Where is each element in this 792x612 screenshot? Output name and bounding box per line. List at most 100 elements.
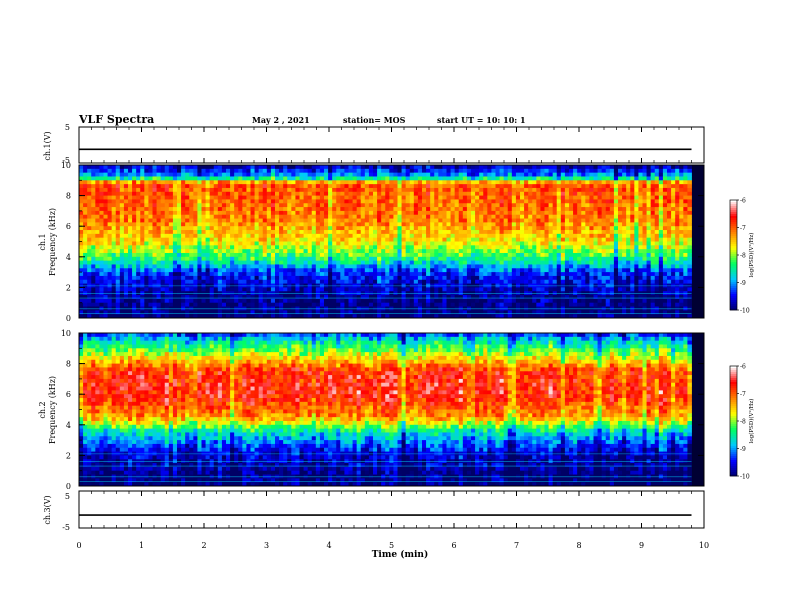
spectrogram-cell xyxy=(193,314,198,319)
spectrogram-cell xyxy=(168,302,174,307)
spectrogram-cell xyxy=(511,165,517,170)
spectrogram-cell xyxy=(177,176,182,181)
spectrogram-cell xyxy=(524,287,529,292)
spectrogram-cell xyxy=(315,279,321,284)
spectrogram-cell xyxy=(238,165,243,170)
spectrogram-cell xyxy=(413,203,419,208)
spectrogram-cell xyxy=(573,222,578,227)
spectrogram-cell xyxy=(393,237,398,242)
spectrogram-cell xyxy=(381,264,386,269)
spectrogram-cell xyxy=(213,264,219,269)
spectrogram-cell xyxy=(91,260,96,265)
spectrogram-cell xyxy=(193,168,198,174)
spectrogram-cell xyxy=(311,298,317,304)
spectrogram-cell xyxy=(254,249,260,254)
spectrogram-cell xyxy=(279,268,284,273)
spectrogram-cell xyxy=(569,279,574,284)
spectrogram-cell xyxy=(303,256,309,262)
spectrogram-cell xyxy=(132,272,137,277)
spectrogram-cell xyxy=(520,195,525,200)
spectrogram-cell xyxy=(438,218,443,223)
spectrogram-cell xyxy=(156,226,162,231)
spectrogram-cell xyxy=(450,168,456,174)
spectrogram-cell xyxy=(303,260,309,265)
spectrogram-cell xyxy=(266,264,272,269)
spectrogram-cell xyxy=(262,298,268,304)
spectrogram-cell xyxy=(185,172,190,177)
spectrogram-cell xyxy=(348,268,353,273)
spectrogram-cell xyxy=(266,168,272,174)
spectrogram-cell xyxy=(466,226,472,231)
spectrogram-cell xyxy=(544,180,549,185)
spectrogram-cell xyxy=(393,207,398,212)
spectrogram-cell xyxy=(115,195,121,200)
spectrogram-cell xyxy=(201,168,206,174)
spectrogram-cell xyxy=(226,279,231,284)
spectrogram-cell xyxy=(295,275,300,281)
spectrogram-cell xyxy=(111,199,117,204)
spectrogram-cell xyxy=(181,260,186,265)
spectrogram-cell xyxy=(299,260,304,265)
spectrogram-cell xyxy=(528,279,533,284)
spectrogram-cell xyxy=(160,172,166,177)
spectrogram-cell xyxy=(397,264,402,269)
spectrogram-cell xyxy=(511,272,517,277)
spectrogram-cell xyxy=(266,249,272,254)
spectrogram-cell xyxy=(238,298,243,304)
spectrogram-cell xyxy=(503,172,509,177)
spectrogram-cell xyxy=(307,298,313,304)
spectrogram-cell xyxy=(564,180,570,185)
spectrogram-cell xyxy=(524,210,529,216)
spectrogram-cell xyxy=(515,237,521,242)
spectrogram-cell xyxy=(238,210,243,216)
spectrogram-cell xyxy=(262,237,268,242)
spectrogram-cell xyxy=(340,295,345,300)
spectrogram-cell xyxy=(128,245,133,250)
spectrogram-cell xyxy=(79,199,84,204)
spectrogram-cell xyxy=(532,176,537,181)
spectrogram-cell xyxy=(471,191,476,197)
spectrogram-cell xyxy=(450,279,456,284)
spectrogram-cell xyxy=(95,199,100,204)
spectrogram-cell xyxy=(507,203,513,208)
spectrogram-cell xyxy=(569,295,574,300)
spectrogram-cell xyxy=(148,310,153,315)
spectrogram-cell xyxy=(344,272,349,277)
spectrogram-cell xyxy=(564,237,570,242)
spectrogram-cell xyxy=(221,252,227,258)
spectrogram-cell xyxy=(123,233,129,239)
spectrogram-cell xyxy=(548,302,554,307)
spectrogram-cell xyxy=(115,268,121,273)
spectrogram-cell xyxy=(336,214,341,219)
spectrogram-cell xyxy=(560,233,566,239)
spectrogram-cell xyxy=(319,226,325,231)
spectrogram-cell xyxy=(438,191,443,197)
spectrogram-cell xyxy=(201,279,206,284)
spectrogram-cell xyxy=(299,237,304,242)
spectrogram-cell xyxy=(560,191,566,197)
spectrogram-cell xyxy=(221,191,227,197)
spectrogram-cell xyxy=(123,207,129,212)
spectrogram-cell xyxy=(377,165,382,170)
spectrogram-cell xyxy=(144,314,149,319)
spectrogram-cell xyxy=(569,310,574,315)
spectrogram-cell xyxy=(250,207,255,212)
spectrogram-cell xyxy=(479,252,484,258)
spectrogram-cell xyxy=(209,203,215,208)
spectrogram-cell xyxy=(528,252,533,258)
spectrogram-cell xyxy=(83,298,88,304)
spectrogram-cell xyxy=(348,187,353,193)
spectrogram-cell xyxy=(540,207,545,212)
spectrogram-cell xyxy=(352,176,358,181)
spectrogram-cell xyxy=(275,256,280,262)
spectrogram-cell xyxy=(226,268,231,273)
spectrogram-cell xyxy=(107,214,113,219)
spectrogram-cell xyxy=(446,222,451,227)
spectrogram-cell xyxy=(368,195,374,200)
spectrogram-cell xyxy=(115,222,121,227)
spectrogram-cell xyxy=(311,252,317,258)
spectrogram-cell xyxy=(246,214,251,219)
spectrogram-cell xyxy=(442,275,447,281)
spectrogram-cell xyxy=(307,214,313,219)
spectrogram-cell xyxy=(99,226,104,231)
